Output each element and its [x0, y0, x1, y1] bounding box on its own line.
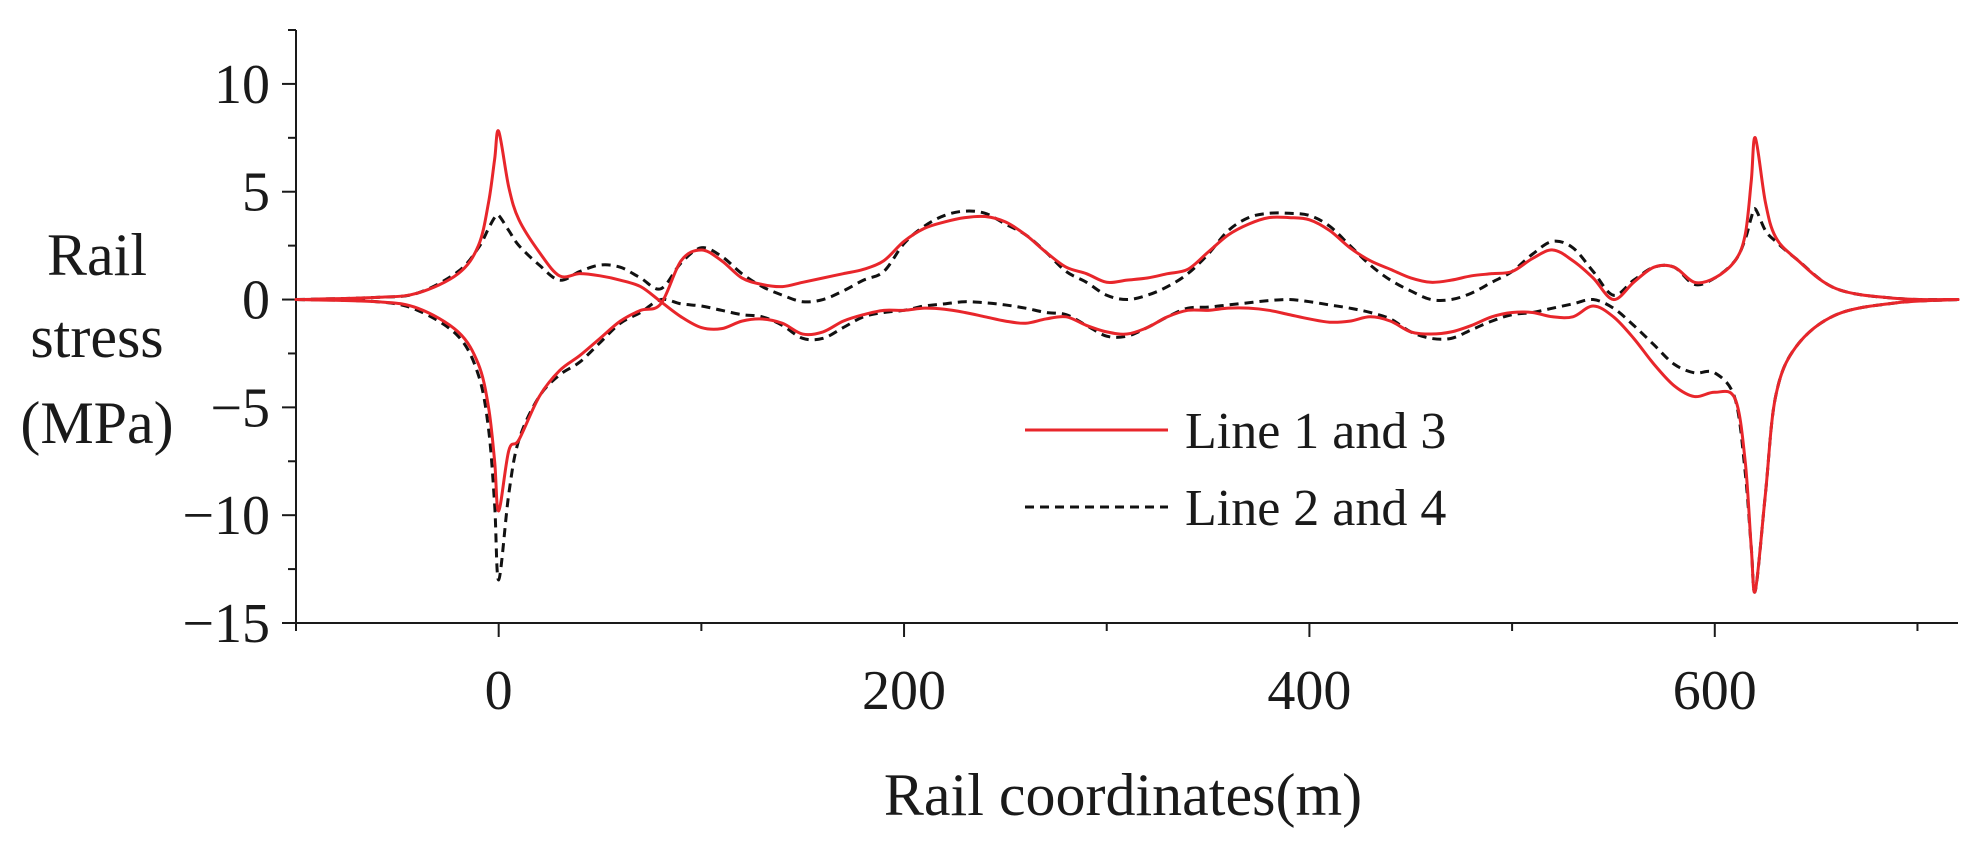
x-tick-label: 0 — [485, 660, 513, 722]
y-tick-label: −15 — [182, 593, 270, 655]
legend-label-line-2-and-4: Line 2 and 4 — [1185, 480, 1446, 537]
y-tick-label: −5 — [210, 377, 270, 439]
y-tick-label: 0 — [242, 270, 270, 332]
y-axis-title-line-2: stress — [30, 304, 163, 370]
y-tick-label: 10 — [214, 54, 270, 116]
series-line-1-and-3-curve-2 — [294, 136, 1960, 513]
series-line-2-and-4-curve-1 — [295, 207, 1959, 304]
axes — [282, 29, 1958, 637]
series-line-1-and-3-curve-1 — [294, 129, 1960, 594]
x-tick-label: 400 — [1267, 660, 1351, 722]
series-line-2-and-4-curve-2 — [295, 297, 1959, 594]
x-tick-label: 600 — [1673, 660, 1757, 722]
y-axis-title-line-3: (MPa) — [20, 390, 173, 456]
y-axis-title-line-1: Rail — [47, 222, 147, 288]
tick-labels: 10 5 0 −5 −10 −15 0 200 400 600 — [182, 54, 1756, 722]
legend-label-line-1-and-3: Line 1 and 3 — [1185, 403, 1446, 460]
plot-curves — [294, 129, 1960, 594]
x-axis-title: Rail coordinates(m) — [884, 762, 1362, 828]
y-tick-label: 5 — [242, 162, 270, 224]
y-tick-label: −10 — [182, 485, 270, 547]
legend: Line 1 and 3 Line 2 and 4 — [1025, 403, 1446, 537]
x-tick-label: 200 — [862, 660, 946, 722]
